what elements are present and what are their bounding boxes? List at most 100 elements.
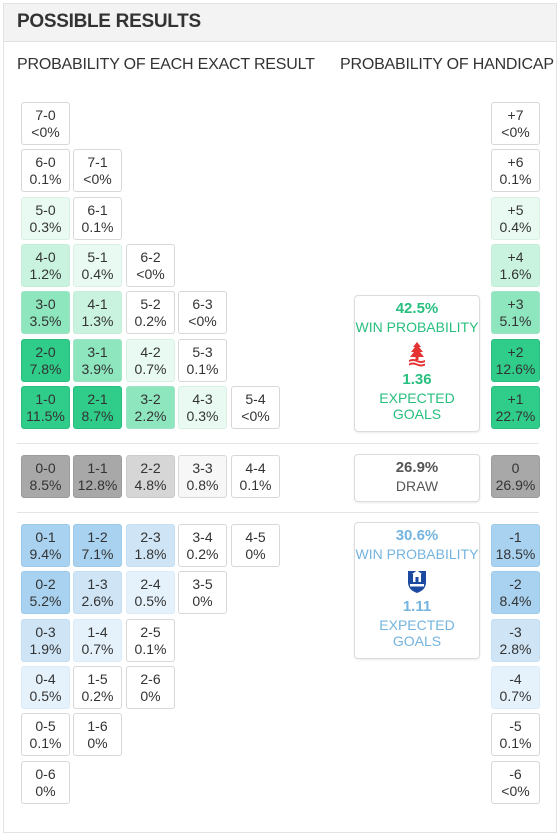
score-cell-6-0: 6-0 0.1% [21, 149, 70, 192]
score-probability: 2.8% [499, 641, 532, 657]
draw-label: DRAW [395, 478, 439, 494]
score-cell-2-1: 2-1 8.7% [73, 386, 122, 429]
exact-result-heading: PROBABILITY OF EACH EXACT RESULT [17, 56, 315, 73]
score-label: 0-5 [35, 718, 56, 734]
score-label: 6-1 [87, 202, 108, 218]
score-label: 3-3 [192, 460, 213, 476]
score-probability: <0% [136, 266, 165, 282]
score-probability: <0% [501, 124, 530, 140]
score-label: 6-3 [192, 296, 213, 312]
score-probability: 26.9% [495, 477, 536, 493]
score-probability: 0% [140, 688, 161, 704]
score-label: 6-0 [35, 154, 56, 170]
score-label: 4-1 [87, 296, 108, 312]
score-label: -3 [509, 624, 522, 640]
score-label: 1-1 [87, 460, 108, 476]
score-cell-6-3: 6-3 <0% [178, 291, 227, 334]
score-label: -4 [509, 671, 522, 687]
score-cell-4-5: 4-5 0% [231, 524, 280, 567]
home-win-label: WIN PROBABILITY [355, 319, 479, 335]
score-cell-3-4: 3-4 0.2% [178, 524, 227, 567]
score-probability: 3.5% [29, 313, 62, 329]
home-win-card: 42.5% WIN PROBABILITY 1.36 EXPECTED GOAL… [354, 295, 480, 432]
score-label: 5-3 [192, 344, 213, 360]
score-probability: 2.6% [81, 593, 114, 609]
score-cell-5-3: 5-3 0.1% [178, 339, 227, 382]
score-probability: 22.7% [495, 408, 536, 424]
score-label: 4-2 [140, 344, 161, 360]
score-probability: 11.5% [26, 408, 65, 424]
score-cell-0-4: 0-4 0.5% [21, 666, 70, 709]
home-xg-label: EXPECTED GOALS [379, 390, 455, 422]
home-expected-goals: 1.36 [402, 371, 432, 388]
handicap-cell-+6: +6 0.1% [491, 149, 540, 192]
score-label: 1-6 [87, 718, 108, 734]
handicap-cell-+3: +3 5.1% [491, 291, 540, 334]
score-probability: 4.8% [134, 477, 167, 493]
score-cell-0-2: 0-2 5.2% [21, 571, 70, 614]
score-cell-6-2: 6-2 <0% [126, 244, 175, 287]
score-label: +7 [507, 107, 524, 123]
score-cell-1-2: 1-2 7.1% [73, 524, 122, 567]
score-cell-3-1: 3-1 3.9% [73, 339, 122, 382]
score-label: -1 [509, 529, 522, 545]
score-label: -2 [509, 576, 522, 592]
handicap-cell-+2: +2 12.6% [491, 339, 540, 382]
score-label: 3-5 [192, 576, 213, 592]
handicap-cell-+7: +7 <0% [491, 102, 540, 145]
score-label: 3-2 [140, 391, 161, 407]
score-cell-0-1: 0-1 9.4% [21, 524, 70, 567]
score-label: 7-1 [87, 154, 108, 170]
score-probability: <0% [83, 171, 112, 187]
score-label: 0-3 [35, 624, 56, 640]
score-label: 2-3 [140, 529, 161, 545]
score-label: 6-2 [140, 249, 161, 265]
handicap-heading: PROBABILITY OF HANDICAP [340, 56, 554, 73]
score-cell-4-3: 4-3 0.3% [178, 386, 227, 429]
score-label: 5-1 [87, 249, 108, 265]
score-probability: 1.6% [499, 266, 532, 282]
score-label: -5 [509, 718, 522, 734]
score-probability: 0% [87, 735, 108, 751]
score-probability: <0% [188, 313, 217, 329]
everton-crest-icon [406, 568, 428, 594]
score-cell-4-1: 4-1 1.3% [73, 291, 122, 334]
score-cell-0-5: 0-5 0.1% [21, 713, 70, 756]
score-probability: 0.7% [499, 688, 532, 704]
score-label: 0-0 [35, 460, 56, 476]
score-probability: 0.3% [29, 219, 62, 235]
score-label: 1-5 [87, 671, 108, 687]
score-probability: 0.7% [81, 641, 114, 657]
score-label: 1-4 [87, 624, 108, 640]
score-label: 3-4 [192, 529, 213, 545]
score-label: 5-4 [245, 391, 266, 407]
score-cell-7-1: 7-1 <0% [73, 149, 122, 192]
score-cell-2-3: 2-3 1.8% [126, 524, 175, 567]
score-probability: 1.8% [134, 546, 167, 562]
score-label: 1-2 [87, 529, 108, 545]
score-label: +1 [507, 391, 524, 407]
score-cell-2-0: 2-0 7.8% [21, 339, 70, 382]
score-label: +4 [507, 249, 524, 265]
score-cell-3-5: 3-5 0% [178, 571, 227, 614]
score-cell-1-1: 1-1 12.8% [73, 455, 122, 498]
score-label: 7-0 [35, 107, 56, 123]
away-expected-goals: 1.11 [402, 598, 432, 615]
score-label: 4-0 [35, 249, 56, 265]
score-cell-0-0: 0-0 8.5% [21, 455, 70, 498]
away-win-label: WIN PROBABILITY [355, 546, 479, 562]
score-probability: 0% [245, 546, 266, 562]
score-probability: 0.5% [134, 593, 167, 609]
score-label: 0-6 [35, 766, 56, 782]
panel-title: POSSIBLE RESULTS [17, 11, 201, 32]
score-cell-1-3: 1-3 2.6% [73, 571, 122, 614]
score-label: 3-1 [87, 344, 108, 360]
score-probability: 1.9% [29, 641, 62, 657]
score-probability: 7.8% [29, 361, 62, 377]
score-probability: 0.4% [81, 266, 114, 282]
score-probability: 0.1% [499, 171, 532, 187]
home-win-probability: 42.5% [395, 300, 439, 317]
handicap-cell--3: -3 2.8% [491, 619, 540, 662]
panel-header: POSSIBLE RESULTS [4, 4, 556, 42]
score-cell-5-1: 5-1 0.4% [73, 244, 122, 287]
